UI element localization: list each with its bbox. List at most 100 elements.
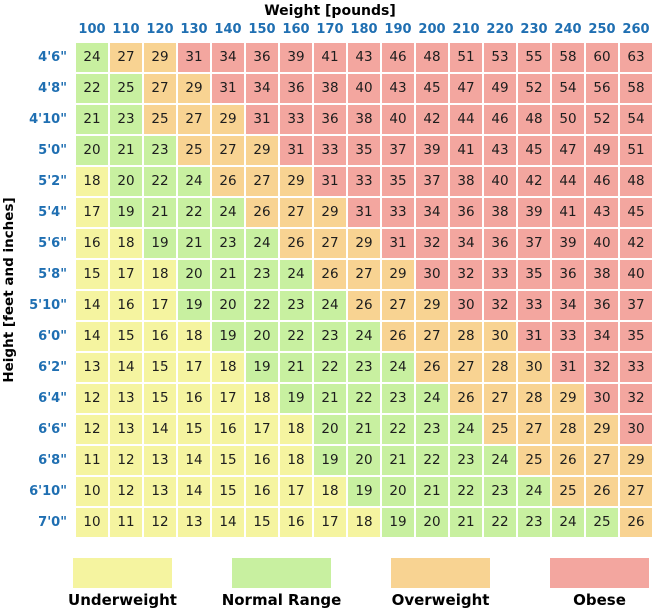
bmi-cell: 29	[212, 105, 244, 134]
bmi-cell: 27	[144, 74, 176, 103]
bmi-cell: 36	[450, 198, 482, 227]
bmi-cell: 26	[586, 477, 618, 506]
bmi-cell: 53	[484, 43, 516, 72]
bmi-cell: 13	[110, 415, 142, 444]
bmi-cell: 23	[348, 353, 380, 382]
legend-swatch	[73, 558, 172, 588]
bmi-cell: 43	[348, 43, 380, 72]
bmi-cell: 12	[144, 508, 176, 537]
bmi-cell: 27	[110, 43, 142, 72]
bmi-cell: 58	[620, 74, 652, 103]
bmi-cell: 63	[620, 43, 652, 72]
row-header: 5'10"	[29, 298, 67, 313]
bmi-cell: 30	[416, 260, 448, 289]
bmi-cell: 28	[552, 415, 584, 444]
column-header: 170	[316, 22, 344, 37]
y-axis-label: Height [feet and inches]	[1, 197, 17, 383]
bmi-cell: 36	[484, 229, 516, 258]
bmi-cell: 24	[382, 353, 414, 382]
bmi-cell: 37	[382, 136, 414, 165]
bmi-cell: 25	[144, 105, 176, 134]
bmi-cell: 13	[144, 446, 176, 475]
column-header: 160	[282, 22, 310, 37]
bmi-cell: 31	[212, 74, 244, 103]
bmi-cell: 30	[620, 415, 652, 444]
bmi-cell: 19	[280, 384, 312, 413]
bmi-cell: 32	[416, 229, 448, 258]
bmi-cell: 24	[76, 43, 108, 72]
bmi-cell: 33	[314, 136, 346, 165]
bmi-cell: 23	[110, 105, 142, 134]
bmi-cell: 58	[552, 43, 584, 72]
bmi-cell: 19	[246, 353, 278, 382]
bmi-cell: 28	[450, 322, 482, 351]
bmi-cell: 34	[586, 322, 618, 351]
column-header: 190	[384, 22, 412, 37]
column-header: 100	[78, 22, 106, 37]
bmi-cell: 16	[178, 384, 210, 413]
bmi-cell: 17	[76, 198, 108, 227]
bmi-cell: 26	[620, 508, 652, 537]
bmi-cell: 20	[314, 415, 346, 444]
bmi-cell: 28	[518, 384, 550, 413]
bmi-cell: 24	[212, 198, 244, 227]
bmi-cell: 33	[280, 105, 312, 134]
bmi-cell: 22	[382, 415, 414, 444]
bmi-cell: 33	[382, 198, 414, 227]
bmi-cell: 12	[76, 384, 108, 413]
column-header: 230	[520, 22, 548, 37]
bmi-cell: 38	[586, 260, 618, 289]
bmi-cell: 17	[314, 508, 346, 537]
bmi-cell: 32	[450, 260, 482, 289]
bmi-cell: 27	[620, 477, 652, 506]
bmi-cell: 33	[484, 260, 516, 289]
legend-label: Overweight	[391, 591, 490, 609]
bmi-cell: 23	[518, 508, 550, 537]
bmi-cell: 24	[348, 322, 380, 351]
bmi-cell: 20	[246, 322, 278, 351]
bmi-cell: 43	[382, 74, 414, 103]
bmi-cell: 31	[382, 229, 414, 258]
bmi-cell: 12	[110, 477, 142, 506]
bmi-cell: 22	[178, 198, 210, 227]
bmi-cell: 40	[348, 74, 380, 103]
bmi-cell: 20	[76, 136, 108, 165]
bmi-cell: 15	[212, 477, 244, 506]
bmi-cell: 31	[552, 353, 584, 382]
bmi-cell: 15	[246, 508, 278, 537]
bmi-cell: 17	[280, 477, 312, 506]
column-header: 210	[452, 22, 480, 37]
bmi-cell: 23	[212, 229, 244, 258]
row-header: 6'6"	[38, 422, 67, 437]
bmi-cell: 27	[518, 415, 550, 444]
bmi-cell: 30	[484, 322, 516, 351]
bmi-cell: 23	[484, 477, 516, 506]
bmi-cell: 40	[484, 167, 516, 196]
bmi-cell: 21	[314, 384, 346, 413]
bmi-cell: 15	[76, 260, 108, 289]
bmi-cell: 25	[518, 446, 550, 475]
column-header: 140	[214, 22, 242, 37]
bmi-cell: 23	[314, 322, 346, 351]
bmi-cell: 14	[178, 446, 210, 475]
bmi-cell: 23	[382, 384, 414, 413]
bmi-cell: 21	[450, 508, 482, 537]
bmi-cell: 26	[246, 198, 278, 227]
bmi-cell: 29	[280, 167, 312, 196]
bmi-cell: 34	[212, 43, 244, 72]
bmi-cell: 21	[110, 136, 142, 165]
bmi-cell: 34	[246, 74, 278, 103]
bmi-cell: 42	[518, 167, 550, 196]
legend-swatch	[391, 558, 490, 588]
bmi-cell: 25	[484, 415, 516, 444]
row-header: 6'10"	[29, 484, 67, 499]
bmi-cell: 16	[144, 322, 176, 351]
legend-label: Underweight	[68, 591, 177, 609]
bmi-cell: 18	[178, 322, 210, 351]
legend-item: Normal Range	[222, 558, 341, 609]
bmi-cell: 55	[518, 43, 550, 72]
bmi-cell: 27	[246, 167, 278, 196]
bmi-cell: 29	[586, 415, 618, 444]
bmi-cell: 30	[518, 353, 550, 382]
bmi-cell: 22	[144, 167, 176, 196]
